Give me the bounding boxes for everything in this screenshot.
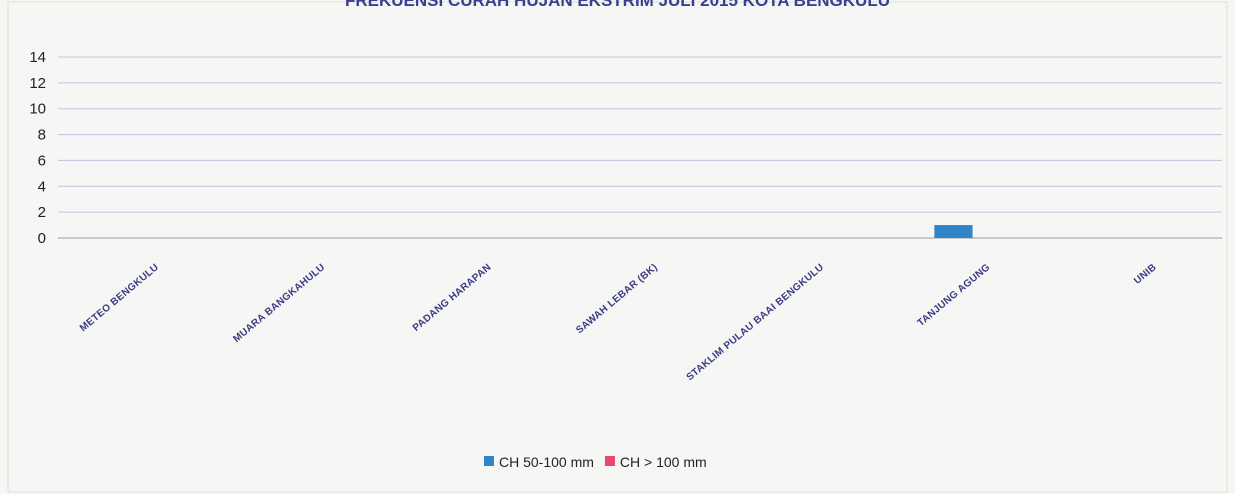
y-tick-label: 10 (29, 101, 46, 118)
y-tick-label: 8 (38, 127, 46, 144)
y-tick-label: 4 (38, 178, 46, 195)
y-tick-label: 2 (38, 204, 46, 221)
y-tick-label: 6 (38, 152, 46, 169)
y-tick-label: 14 (29, 49, 46, 66)
bars (934, 225, 973, 238)
legend-label: CH > 100 mm (620, 454, 707, 470)
legend: CH 50-100 mm CH > 100 mm (484, 454, 707, 470)
chart-title: FREKUENSI CURAH HUJAN EKSTRIM JULI 2015 … (345, 0, 890, 10)
chart-border (7, 1, 1228, 493)
legend-swatch (604, 456, 615, 466)
gridlines (58, 56, 1222, 239)
bar (934, 225, 973, 238)
y-tick-label: 12 (29, 75, 46, 92)
y-tick-label: 0 (38, 230, 46, 247)
legend-label: CH 50-100 mm (499, 454, 594, 470)
legend-swatch (484, 456, 494, 466)
y-axis: 0 2 4 6 8 10 12 14 (29, 49, 46, 247)
